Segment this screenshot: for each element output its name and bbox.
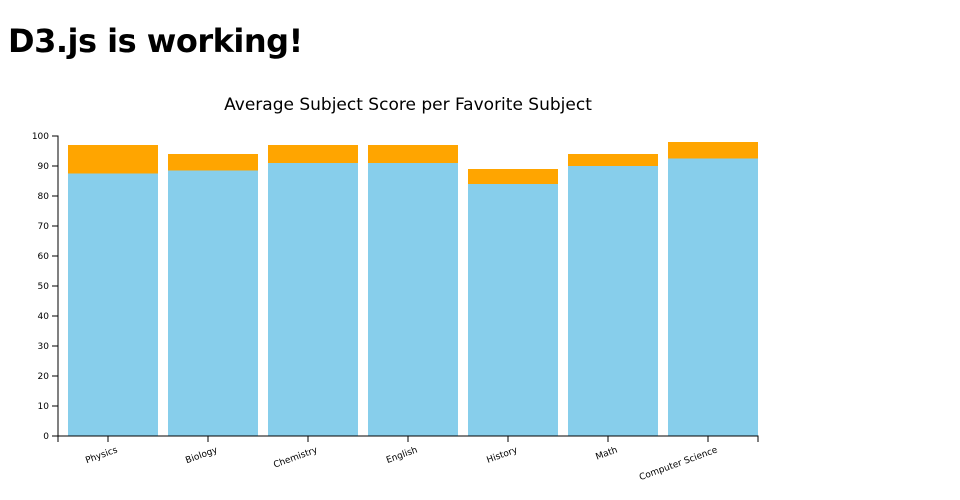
- x-axis: Physics Biology Chemistry English History Mat…: [57, 435, 759, 483]
- x-tick-label: Math: [594, 445, 619, 462]
- bar-average-english: [368, 163, 458, 436]
- x-tick-label: Chemistry: [272, 445, 319, 470]
- chart-title: Average Subject Score per Favorite Subje…: [224, 95, 592, 115]
- y-tick-label: 30: [38, 342, 50, 352]
- bar-average-computer-science: [668, 158, 758, 436]
- y-tick-label: 100: [32, 132, 49, 142]
- x-tick-label: Physics: [84, 445, 119, 466]
- x-tick-label: English: [385, 445, 419, 466]
- bars-average-series: [68, 158, 758, 436]
- bar-average-chemistry: [268, 163, 358, 436]
- bar-average-history: [468, 184, 558, 436]
- y-tick-label: 40: [38, 312, 50, 322]
- y-tick-label: 20: [38, 372, 50, 382]
- x-tick-label: Biology: [184, 445, 219, 466]
- y-tick-label: 10: [38, 402, 50, 412]
- y-tick-label: 0: [43, 432, 49, 442]
- y-axis: 0 10 20 30 40 50 60 70 80 90 100: [32, 132, 59, 442]
- y-tick-label: 80: [38, 192, 50, 202]
- bar-average-math: [568, 166, 658, 436]
- bar-average-biology: [168, 170, 258, 436]
- y-tick-label: 90: [38, 162, 50, 172]
- x-tick-label: Computer Science: [638, 445, 719, 483]
- y-tick-label: 70: [38, 222, 50, 232]
- x-tick-label: History: [486, 445, 520, 466]
- y-tick-label: 50: [38, 282, 50, 292]
- bar-average-physics: [68, 173, 158, 436]
- y-tick-label: 60: [38, 252, 50, 262]
- page-heading: D3.js is working!: [8, 22, 303, 60]
